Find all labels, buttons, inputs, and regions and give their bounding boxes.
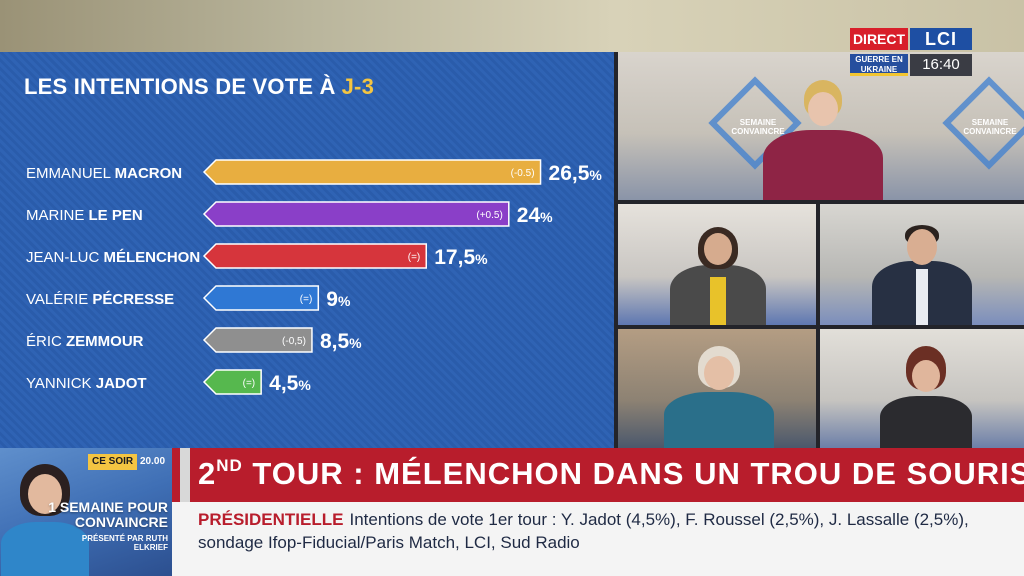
camera-guest-4 xyxy=(820,329,1024,448)
clock: 16:40 xyxy=(910,54,972,76)
bar-delta: (=) xyxy=(300,294,313,305)
show-promo: CE SOIR 20.00 1 SEMAINE POUR CONVAINCRE … xyxy=(0,448,172,576)
bar-value-number: 8,5 xyxy=(320,330,350,353)
ticker-keyword: PRÉSIDENTIELLE xyxy=(198,510,344,529)
headline: 2ND TOUR : MÉLENCHON DANS UN TROU DE SOU… xyxy=(198,456,1024,492)
channel-logo: LCI xyxy=(910,28,972,50)
bar-value-unit: % xyxy=(338,293,351,309)
candidate-last-name: ZEMMOUR xyxy=(66,333,144,350)
guest-figure-2 xyxy=(872,204,972,325)
bar-chart: EMMANUEL MACRON (-0.5) 26,5% MARINE LE PEN (… xyxy=(26,159,603,395)
candidate-label: VALÉRIE PÉCRESSE xyxy=(26,291,174,308)
bar-value: 4,5% xyxy=(269,372,311,395)
bar xyxy=(202,285,320,311)
bar-value-unit: % xyxy=(349,335,362,351)
promo-tag: CE SOIR xyxy=(88,454,138,470)
candidate-first-name: JEAN-LUC xyxy=(26,249,104,266)
candidate-last-name: JADOT xyxy=(96,375,147,392)
candidate-first-name: MARINE xyxy=(26,207,89,224)
headline-notch xyxy=(180,448,190,502)
promo-title: 1 SEMAINE POUR CONVAINCRE xyxy=(48,499,168,530)
set-screen-line1: SEMAINE xyxy=(739,118,777,127)
bar xyxy=(202,369,262,395)
bar-value-unit: % xyxy=(589,167,602,183)
camera-presenter: SEMAINE CONVAINCRE SEMAINE CONVAINCRE xyxy=(618,52,1024,200)
candidate-first-name: YANNICK xyxy=(26,375,96,392)
headline-bar: 2ND TOUR : MÉLENCHON DANS UN TROU DE SOU… xyxy=(172,448,1024,502)
bar-value-unit: % xyxy=(298,377,311,393)
candidate-label: EMMANUEL MACRON xyxy=(26,165,182,182)
camera-guest-1 xyxy=(618,204,816,325)
chart-title: LES INTENTIONS DE VOTE À J-3 xyxy=(24,74,374,100)
bar-delta: (-0.5) xyxy=(511,168,535,179)
bar-value-number: 9 xyxy=(326,288,338,311)
chart-title-text: LES INTENTIONS DE VOTE À xyxy=(24,74,336,99)
bar-value: 9% xyxy=(326,288,351,311)
bar-value-number: 4,5 xyxy=(269,372,299,395)
presenter-figure xyxy=(758,52,888,200)
ukraine-badge-line2: UKRAINE xyxy=(860,65,898,74)
bar-value-number: 17,5 xyxy=(434,246,475,269)
promo-time: 20.00 xyxy=(140,456,166,467)
bar-value: 26,5% xyxy=(549,162,603,185)
lower-third: CE SOIR 20.00 1 SEMAINE POUR CONVAINCRE … xyxy=(0,448,1024,576)
set-screen-label-right: SEMAINE CONVAINCRE xyxy=(954,118,1024,136)
poll-chart-panel: LES INTENTIONS DE VOTE À J-3 EMMANUEL MAC… xyxy=(0,52,614,448)
bar-delta: (+0.5) xyxy=(476,210,502,221)
bar xyxy=(202,327,313,353)
bar-value-unit: % xyxy=(475,251,488,267)
bar-value-number: 26,5 xyxy=(549,162,590,185)
candidate-first-name: EMMANUEL xyxy=(26,165,115,182)
chart-title-accent: J-3 xyxy=(341,74,375,99)
candidate-last-name: MÉLENCHON xyxy=(104,249,201,266)
ukraine-badge: GUERRE EN UKRAINE xyxy=(850,54,908,76)
bar-value-number: 24 xyxy=(517,204,541,227)
camera-guest-3 xyxy=(618,329,816,448)
guest-figure-1 xyxy=(668,204,768,325)
guest-figure-3 xyxy=(664,329,774,448)
guest-figure-4 xyxy=(876,329,976,448)
news-ticker: PRÉSIDENTIELLE Intentions de vote 1er tou… xyxy=(198,508,998,554)
bar-delta: (=) xyxy=(408,252,421,263)
set-screen-line2: CONVAINCRE xyxy=(731,127,785,136)
candidate-label: MARINE LE PEN xyxy=(26,207,143,224)
bar-delta: (-0,5) xyxy=(282,336,306,347)
video-grid: SEMAINE CONVAINCRE SEMAINE CONVAINCRE xyxy=(614,52,1024,448)
candidate-first-name: ÉRIC xyxy=(26,333,66,350)
bar xyxy=(202,159,542,185)
bar-value: 24% xyxy=(517,204,553,227)
camera-guest-2 xyxy=(820,204,1024,325)
bar-delta: (=) xyxy=(243,378,256,389)
headline-sup: ND xyxy=(216,456,243,475)
candidate-label: YANNICK JADOT xyxy=(26,375,147,392)
candidate-label: JEAN-LUC MÉLENCHON xyxy=(26,249,200,266)
candidate-label: ÉRIC ZEMMOUR xyxy=(26,333,144,350)
candidate-last-name: PÉCRESSE xyxy=(92,291,174,308)
headline-text: TOUR : MÉLENCHON DANS UN TROU DE SOURIS … xyxy=(242,456,1024,491)
bar-value: 17,5% xyxy=(434,246,488,269)
set-screen-line2-right: CONVAINCRE xyxy=(963,127,1017,136)
candidate-last-name: LE PEN xyxy=(89,207,143,224)
ticker-text: Intentions de vote 1er tour : Y. Jadot (… xyxy=(198,510,969,552)
candidate-first-name: VALÉRIE xyxy=(26,291,92,308)
set-screen-line1-right: SEMAINE xyxy=(971,118,1009,127)
bar xyxy=(202,243,427,269)
candidate-last-name: MACRON xyxy=(115,165,183,182)
bar xyxy=(202,201,510,227)
live-badge: DIRECT xyxy=(850,28,908,50)
ukraine-badge-line1: GUERRE EN xyxy=(855,55,903,64)
promo-host-figure xyxy=(0,448,90,576)
headline-prefix: 2 xyxy=(198,456,217,491)
bar-value: 8,5% xyxy=(320,330,362,353)
set-screen-label: SEMAINE CONVAINCRE xyxy=(722,118,794,136)
bar-value-unit: % xyxy=(540,209,553,225)
promo-subtitle: PRÉSENTÉ PAR RUTH ELKRIEF xyxy=(81,534,168,552)
